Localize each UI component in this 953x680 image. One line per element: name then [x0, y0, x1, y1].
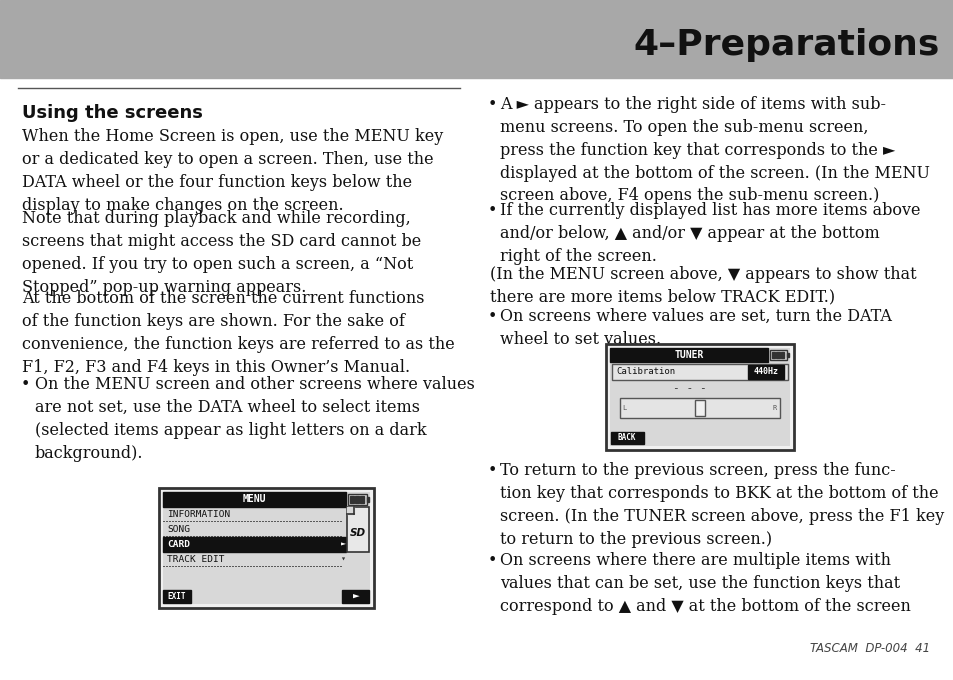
Text: (In the MENU screen above, ▼ appears to show that
there are more items below TRA: (In the MENU screen above, ▼ appears to …	[490, 266, 916, 306]
Text: On the MENU screen and other screens where values
are not set, use the DATA whee: On the MENU screen and other screens whe…	[35, 376, 475, 462]
Bar	[347, 507, 369, 552]
Text: •: •	[488, 552, 497, 569]
Bar	[347, 507, 354, 514]
Text: Calibration: Calibration	[616, 367, 675, 377]
Text: 4–Preparations: 4–Preparations	[633, 28, 939, 62]
Bar	[0, 0, 953, 78]
Bar	[355, 496, 358, 503]
Bar	[163, 590, 191, 603]
Text: •: •	[488, 308, 497, 325]
Text: TUNER: TUNER	[674, 350, 703, 360]
Text: •: •	[488, 96, 497, 113]
Text: A ► appears to the right side of items with sub-
menu screens. To open the sub-m: A ► appears to the right side of items w…	[499, 96, 929, 205]
Text: ►: ►	[353, 592, 359, 602]
Text: SONG: SONG	[167, 525, 190, 534]
Text: ►: ►	[340, 540, 345, 549]
Bar	[769, 350, 786, 360]
Text: CARD: CARD	[167, 540, 190, 549]
Text: On screens where there are multiple items with
values that can be set, use the f: On screens where there are multiple item…	[499, 552, 910, 615]
Bar	[781, 352, 783, 358]
Text: When the Home Screen is open, use the MENU key
or a dedicated key to open a scre: When the Home Screen is open, use the ME…	[22, 128, 443, 214]
Bar	[163, 537, 346, 552]
Text: R: R	[772, 405, 776, 411]
Bar	[341, 590, 369, 603]
Bar	[609, 348, 789, 446]
Bar	[350, 496, 354, 503]
Bar	[159, 488, 374, 608]
Bar	[695, 400, 704, 416]
Bar	[610, 432, 643, 444]
Bar	[619, 398, 780, 418]
Text: - - -: - - -	[673, 383, 706, 393]
Text: Note that during playback and while recording,
screens that might access the SD : Note that during playback and while reco…	[22, 210, 421, 296]
Bar	[786, 353, 788, 357]
Text: ▾: ▾	[340, 555, 345, 564]
Text: Using the screens: Using the screens	[22, 104, 203, 122]
Bar	[612, 364, 787, 380]
Bar	[163, 492, 370, 604]
Bar	[359, 496, 364, 503]
Text: •: •	[488, 202, 497, 219]
Text: At the bottom of the screen the current functions
of the function keys are shown: At the bottom of the screen the current …	[22, 290, 455, 375]
Bar	[771, 352, 775, 358]
Text: On screens where values are set, turn the DATA
wheel to set values.: On screens where values are set, turn th…	[499, 308, 891, 348]
Text: TRACK EDIT: TRACK EDIT	[167, 555, 224, 564]
Text: EXIT: EXIT	[168, 592, 186, 601]
Bar	[776, 352, 780, 358]
Text: MENU: MENU	[242, 494, 266, 505]
Bar	[163, 492, 346, 507]
Text: •: •	[488, 462, 497, 479]
Text: TASCAM  DP-004  41: TASCAM DP-004 41	[809, 642, 929, 655]
Text: INFORMATION: INFORMATION	[167, 510, 230, 519]
Bar	[605, 344, 793, 450]
Text: BACK: BACK	[618, 434, 636, 443]
Text: If the currently displayed list has more items above
and/or below, ▲ and/or ▼ ap: If the currently displayed list has more…	[499, 202, 920, 265]
Text: 440Hz: 440Hz	[753, 367, 778, 377]
Bar	[747, 365, 783, 379]
Text: ↕: ↕	[780, 367, 784, 377]
Bar	[609, 348, 767, 362]
Text: SD: SD	[350, 528, 366, 537]
Bar	[367, 497, 369, 502]
Bar	[348, 494, 367, 505]
Text: To return to the previous screen, press the func-
tion key that corresponds to B: To return to the previous screen, press …	[499, 462, 943, 547]
Text: •: •	[21, 376, 30, 393]
Text: L: L	[621, 405, 625, 411]
